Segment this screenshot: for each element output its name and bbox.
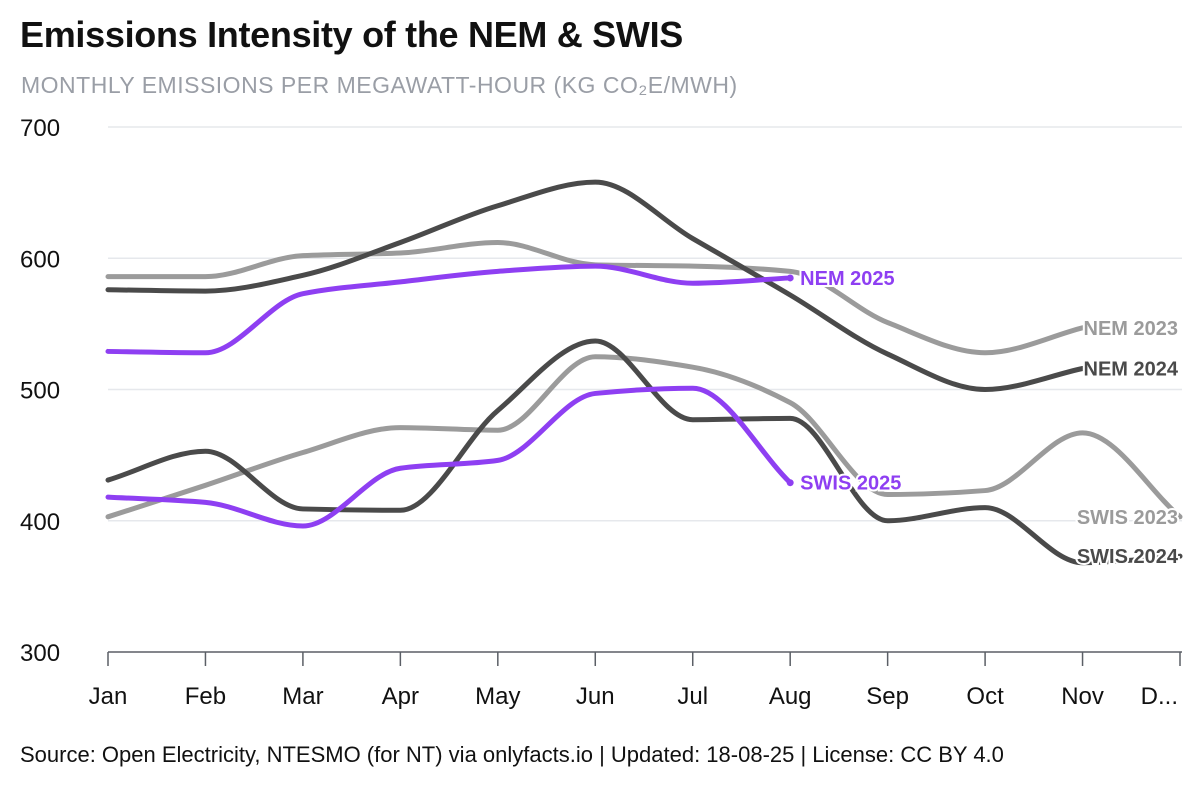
- series-label: NEM 2025: [800, 268, 895, 290]
- series-label: NEM 2024: [1084, 359, 1179, 381]
- series-line-nem-2025: [105, 263, 793, 356]
- x-tick-label: Oct: [966, 683, 1004, 710]
- series-line-swis-2023: [105, 354, 1183, 520]
- series-label: NEM 2023: [1084, 318, 1179, 340]
- series-line-swis-2025: [105, 385, 793, 529]
- chart-subtitle: MONTHLY EMISSIONS PER MEGAWATT-HOUR (KG …: [21, 72, 738, 98]
- x-tick-label: Mar: [282, 683, 323, 710]
- x-tick-label: Apr: [382, 683, 419, 710]
- series-line-swis-2024: [105, 338, 1183, 566]
- y-tick-label: 400: [20, 509, 60, 536]
- series-label: SWIS 2023: [1077, 507, 1178, 529]
- y-tick-label: 300: [20, 640, 60, 667]
- line-chart: 300 400 500 600 700 Jan Feb Mar Apr May Jun Jul Aug S…: [20, 115, 1183, 710]
- x-tick-label: Nov: [1061, 683, 1104, 710]
- series-label: SWIS 2025: [800, 473, 901, 495]
- x-tick-label: Jul: [677, 683, 708, 710]
- x-tick-label: Jan: [89, 683, 128, 710]
- series-line-nem-2023: [105, 240, 1086, 356]
- x-tick-label: Feb: [185, 683, 226, 710]
- x-tick-label: Aug: [769, 683, 812, 710]
- y-tick-label: 700: [20, 115, 60, 142]
- y-tick-label: 600: [20, 246, 60, 273]
- series-end-dot: [786, 274, 794, 282]
- series-end-dot: [786, 479, 794, 487]
- series-label: SWIS 2024: [1077, 546, 1179, 568]
- chart-title: Emissions Intensity of the NEM & SWIS: [20, 14, 683, 55]
- x-tick-label: May: [475, 683, 520, 710]
- x-tick-label: Sep: [866, 683, 909, 710]
- y-tick-label: 500: [20, 378, 60, 405]
- x-tick-label: D...: [1141, 683, 1178, 710]
- x-tick-label: Jun: [576, 683, 615, 710]
- source-footer: Source: Open Electricity, NTESMO (for NT…: [20, 742, 1004, 767]
- series-line-nem-2024: [105, 179, 1086, 392]
